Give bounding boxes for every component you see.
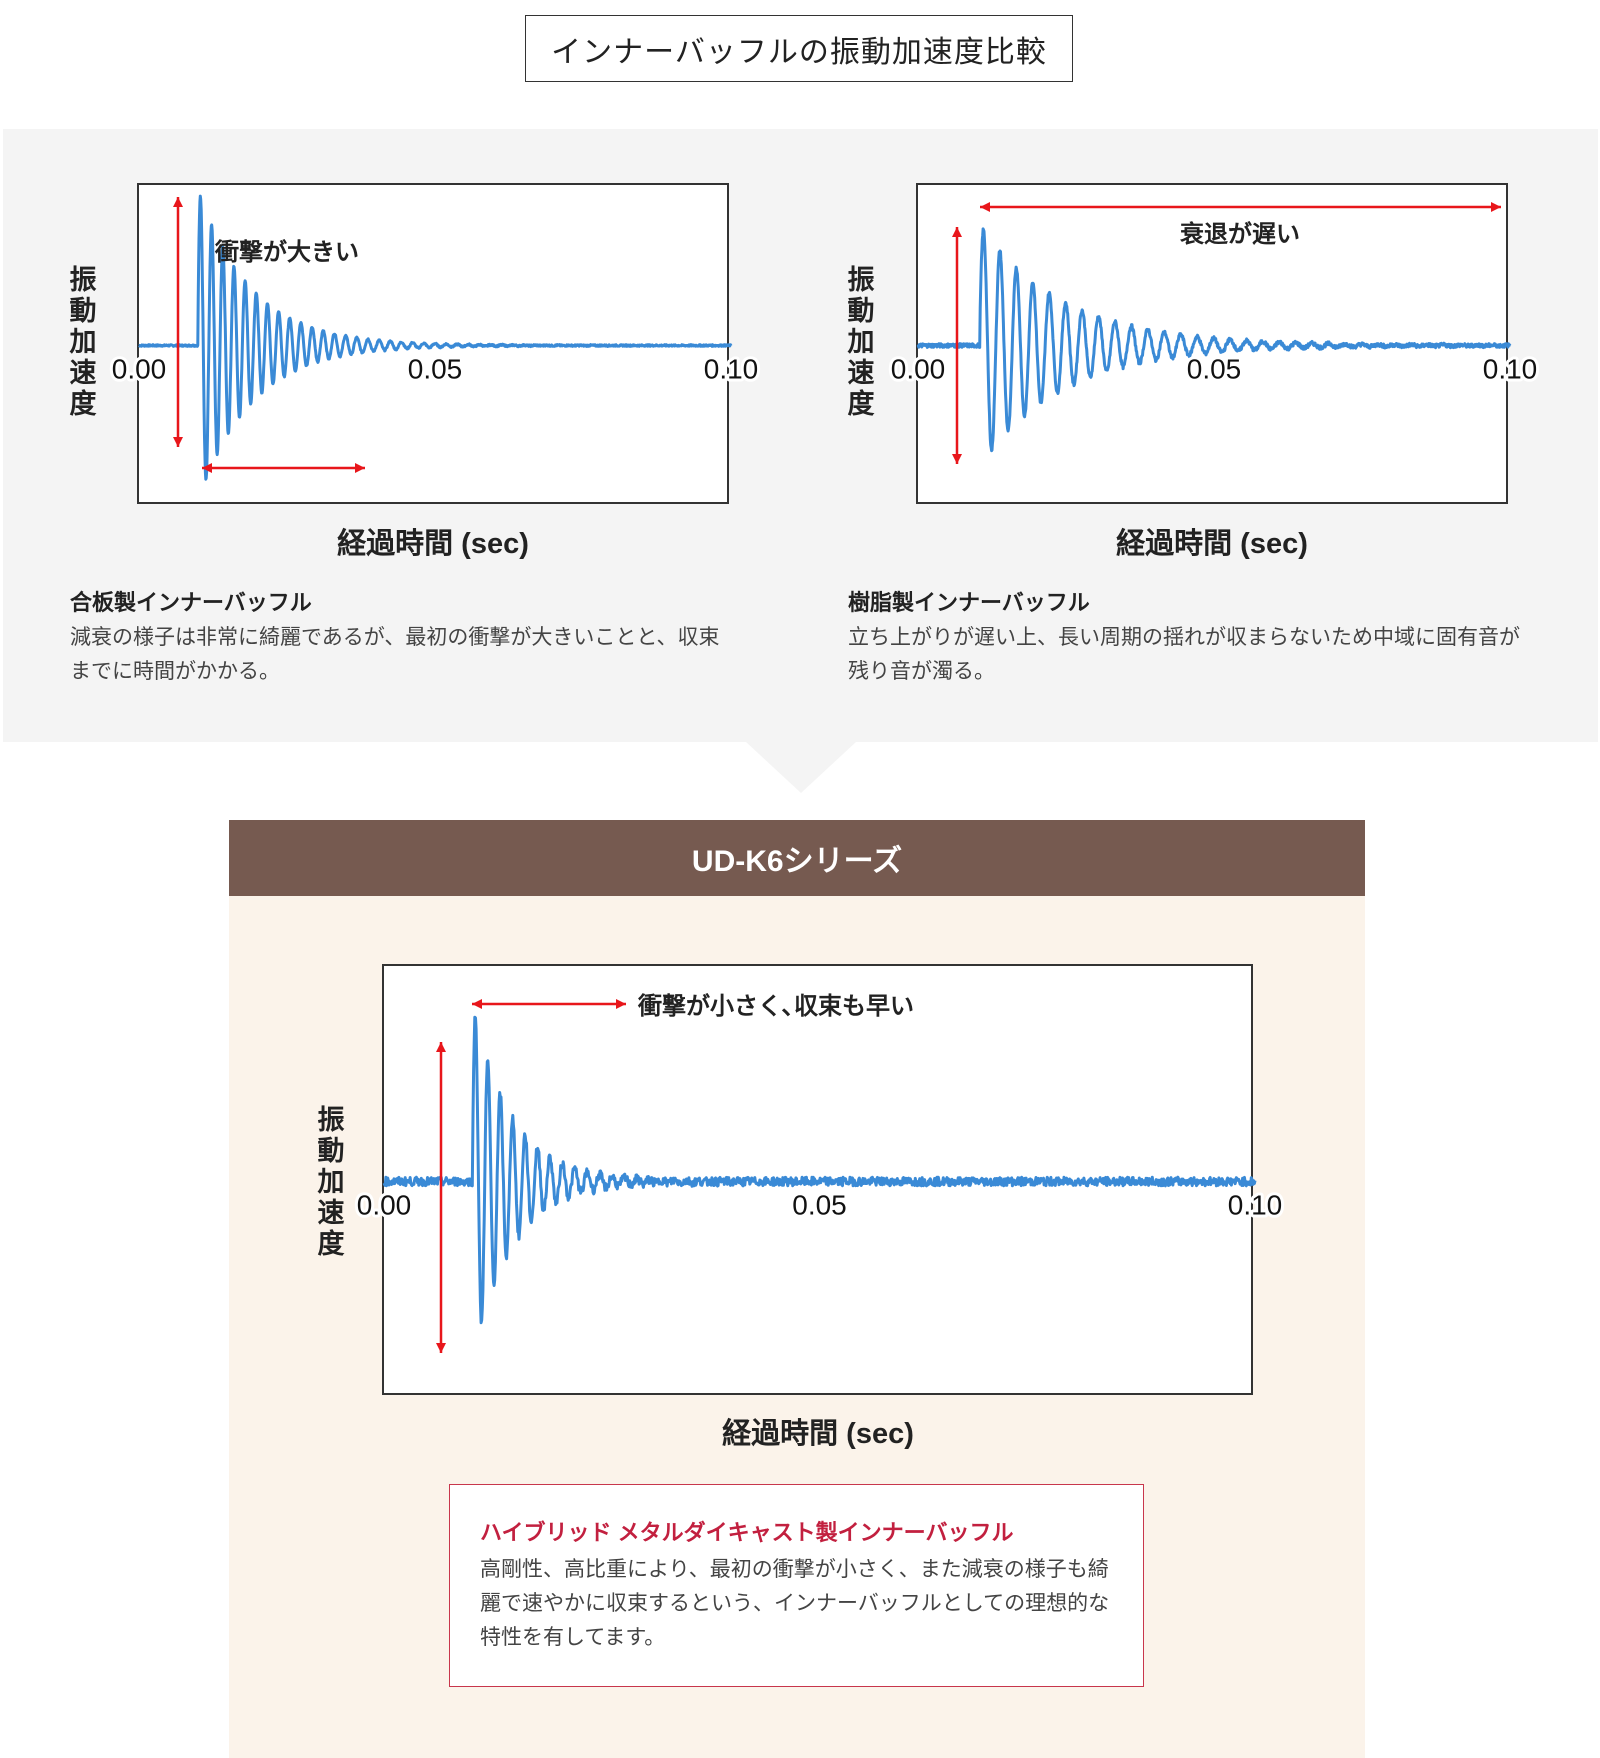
resin-heading: 樹脂製インナーバッフル: [848, 590, 1090, 615]
vertical-amplitude-arrow: [173, 197, 183, 447]
annotation-label: 衝撃が大きい: [214, 238, 359, 266]
resin-description: 立ち上がりが遅い上、長い周期の揺れが収まらないため中域に固有音が残り音が濁る。: [848, 626, 1520, 683]
x-tick-label: 0.00: [112, 354, 167, 385]
chart-1-ylabel: 振動加速度: [69, 265, 97, 419]
vertical-amplitude-arrow: [436, 1042, 446, 1353]
series-header: UD-K6シリーズ: [229, 820, 1365, 896]
highlight-heading: ハイブリッド メタルダイキャスト製インナーバッフル: [480, 1520, 1014, 1545]
page-title: インナーバッフルの振動加速度比較: [525, 15, 1073, 82]
x-tick-label: 0.10: [1228, 1190, 1283, 1221]
horizontal-duration-arrow: [472, 999, 626, 1009]
annotation-label: 衝撃が小さく､収束も早い: [637, 992, 914, 1020]
chart-1-plywood: 0.00 0.05 0.10 衝撃が大きい: [109, 183, 761, 504]
chart-3-ud-k6: 0.00 0.05 0.10 衝撃が小さく､収束も早い: [354, 964, 1285, 1395]
x-tick-label: 0.05: [792, 1190, 847, 1221]
highlight-box: ハイブリッド メタルダイキャスト製インナーバッフル 高剛性、高比重により、最初の…: [449, 1484, 1144, 1687]
chart-2-ylabel: 振動加速度: [847, 265, 875, 419]
chart-2-resin: 0.00 0.05 0.10 衰退が遅い: [888, 183, 1540, 504]
x-tick-label: 0.00: [891, 354, 946, 385]
down-pointer-triangle: [746, 742, 856, 793]
chart-2-xlabel: 経過時間 (sec): [1116, 528, 1308, 560]
waveform-line: [137, 194, 733, 481]
horizontal-duration-arrow: [202, 463, 365, 473]
x-tick-label: 0.05: [408, 354, 463, 385]
chart-1-xlabel: 経過時間 (sec): [337, 528, 529, 560]
highlight-description: 高剛性、高比重により、最初の衝撃が小さく、また減衰の様子も綺麗で速やかに収束する…: [480, 1558, 1110, 1649]
waveform-line: [916, 227, 1512, 453]
chart-3-ylabel: 振動加速度: [317, 1105, 345, 1259]
x-tick-label: 0.05: [1187, 354, 1242, 385]
x-tick-label: 0.00: [357, 1190, 412, 1221]
waveform-line: [382, 1015, 1257, 1325]
annotation-label: 衰退が遅い: [1179, 220, 1300, 248]
chart-3-xlabel: 経過時間 (sec): [722, 1418, 914, 1450]
x-tick-label: 0.10: [704, 354, 759, 385]
vertical-amplitude-arrow: [952, 227, 962, 464]
x-tick-label: 0.10: [1483, 354, 1538, 385]
plywood-heading: 合板製インナーバッフル: [70, 590, 312, 615]
horizontal-duration-arrow: [980, 202, 1501, 212]
plywood-description: 減衰の様子は非常に綺麗であるが、最初の衝撃が大きいことと、収束までに時間がかかる…: [70, 626, 720, 683]
